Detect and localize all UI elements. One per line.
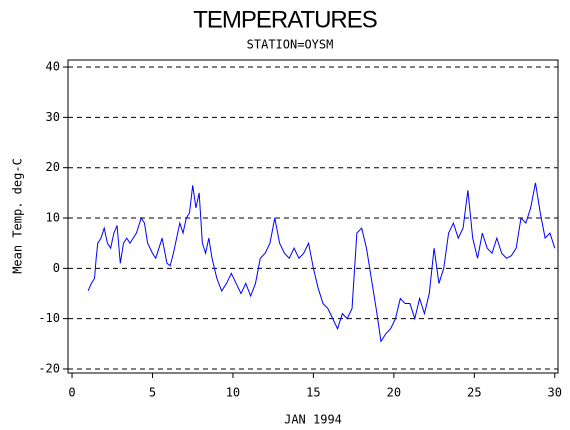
x-tick-label: 0 <box>68 386 75 400</box>
data-line <box>87 182 556 343</box>
y-tick-label: 30 <box>46 110 60 124</box>
y-tick-label: -20 <box>38 361 60 375</box>
x-tick-label: 30 <box>548 386 562 400</box>
chart-title: TEMPERATURES <box>193 6 377 33</box>
plot-frame <box>67 59 559 374</box>
y-tick-label: 10 <box>46 211 60 225</box>
x-axis-label: JAN 1994 <box>284 413 342 427</box>
y-tick-label: 0 <box>53 261 60 275</box>
x-tick-label: 25 <box>467 386 481 400</box>
x-tick-label: 10 <box>226 386 240 400</box>
x-tick-label: 20 <box>387 386 401 400</box>
chart-subtitle: STATION=OYSM <box>247 38 334 52</box>
y-tick-label: 40 <box>46 60 60 74</box>
x-tick-label: 15 <box>306 386 320 400</box>
y-tick-label: 20 <box>46 160 60 174</box>
y-tick-label: -10 <box>38 311 60 325</box>
x-tick-label: 5 <box>149 386 156 400</box>
y-axis-label: Mean Temp. deg-C <box>11 158 25 274</box>
